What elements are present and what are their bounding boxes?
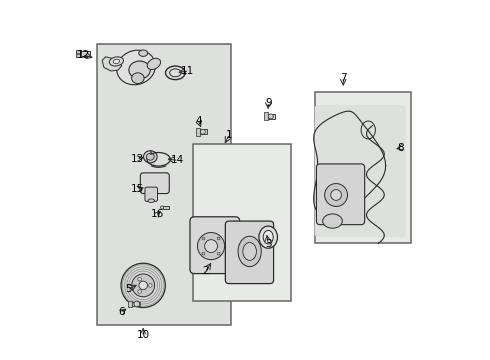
Bar bbox=[193, 144, 292, 301]
Text: 1: 1 bbox=[225, 130, 232, 140]
Ellipse shape bbox=[323, 214, 343, 228]
Circle shape bbox=[138, 278, 142, 281]
Circle shape bbox=[202, 252, 205, 255]
Ellipse shape bbox=[166, 66, 185, 80]
Ellipse shape bbox=[170, 69, 181, 77]
Text: 10: 10 bbox=[137, 330, 150, 341]
Bar bbox=[264, 112, 268, 120]
Circle shape bbox=[132, 274, 155, 297]
Polygon shape bbox=[102, 57, 122, 71]
Ellipse shape bbox=[147, 58, 161, 69]
Ellipse shape bbox=[129, 61, 150, 79]
Text: 13: 13 bbox=[131, 154, 145, 163]
FancyBboxPatch shape bbox=[317, 164, 365, 225]
Circle shape bbox=[202, 237, 205, 240]
Circle shape bbox=[148, 284, 152, 287]
Circle shape bbox=[217, 237, 220, 240]
FancyBboxPatch shape bbox=[315, 105, 406, 237]
FancyBboxPatch shape bbox=[145, 187, 157, 202]
Bar bbox=[77, 53, 79, 54]
Bar bbox=[76, 50, 81, 57]
FancyBboxPatch shape bbox=[190, 217, 240, 274]
Ellipse shape bbox=[132, 73, 144, 84]
Bar bbox=[79, 51, 90, 56]
Text: 3: 3 bbox=[265, 239, 271, 249]
Ellipse shape bbox=[144, 151, 157, 163]
Circle shape bbox=[325, 184, 347, 206]
Text: 8: 8 bbox=[397, 143, 404, 153]
Text: 7: 7 bbox=[340, 73, 346, 83]
Text: 14: 14 bbox=[171, 156, 184, 165]
Text: 4: 4 bbox=[195, 116, 202, 126]
Bar bbox=[128, 301, 132, 307]
Ellipse shape bbox=[238, 236, 261, 267]
Circle shape bbox=[217, 252, 220, 255]
Bar bbox=[97, 44, 231, 325]
Bar bbox=[161, 206, 169, 209]
Bar bbox=[130, 302, 140, 306]
Text: 2: 2 bbox=[202, 266, 209, 276]
Ellipse shape bbox=[117, 50, 155, 85]
Ellipse shape bbox=[113, 59, 120, 64]
FancyBboxPatch shape bbox=[140, 173, 169, 194]
Ellipse shape bbox=[139, 50, 147, 57]
Bar bbox=[266, 114, 275, 118]
Text: 5: 5 bbox=[125, 284, 132, 294]
Ellipse shape bbox=[147, 153, 154, 160]
Text: 16: 16 bbox=[151, 209, 164, 219]
Text: 11: 11 bbox=[181, 66, 195, 76]
Text: 15: 15 bbox=[131, 184, 145, 194]
Bar bbox=[196, 128, 200, 136]
Ellipse shape bbox=[263, 230, 273, 244]
Text: 6: 6 bbox=[119, 307, 125, 317]
FancyBboxPatch shape bbox=[225, 221, 273, 284]
Circle shape bbox=[197, 233, 224, 260]
Circle shape bbox=[139, 281, 147, 290]
Bar bbox=[198, 129, 207, 134]
Text: 12: 12 bbox=[77, 50, 90, 60]
Circle shape bbox=[134, 301, 140, 307]
Circle shape bbox=[200, 129, 205, 134]
Ellipse shape bbox=[243, 243, 256, 260]
Circle shape bbox=[121, 263, 165, 307]
Circle shape bbox=[205, 240, 218, 252]
Circle shape bbox=[138, 290, 142, 293]
Text: 9: 9 bbox=[265, 98, 271, 108]
Ellipse shape bbox=[148, 199, 154, 203]
Bar bbox=[149, 152, 151, 154]
Ellipse shape bbox=[161, 206, 164, 209]
Circle shape bbox=[268, 114, 273, 119]
Ellipse shape bbox=[109, 57, 123, 66]
Bar bbox=[315, 93, 411, 243]
Circle shape bbox=[331, 190, 342, 201]
Ellipse shape bbox=[259, 226, 277, 248]
